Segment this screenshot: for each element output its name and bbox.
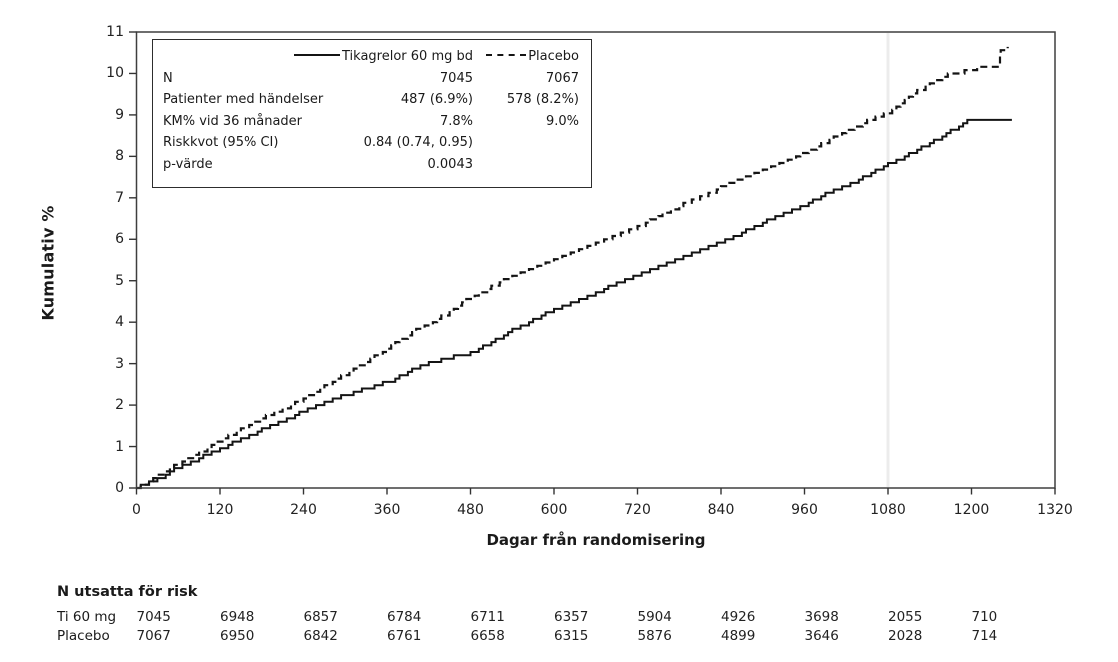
x-tick-label-240: 240 bbox=[290, 502, 317, 518]
dashed-line-swatch bbox=[486, 54, 527, 56]
risk-count-placebo-day1080: 2028 bbox=[888, 627, 923, 644]
risk-count-ti-60-mg-day600: 6357 bbox=[554, 609, 589, 625]
risk-count-placebo-day960: 3646 bbox=[804, 627, 839, 644]
y-tick-label-11: 11 bbox=[106, 24, 124, 40]
risk-count-placebo-day600: 6315 bbox=[554, 627, 589, 644]
y-tick-label-10: 10 bbox=[106, 65, 124, 82]
row-value-b: 9.0% bbox=[545, 113, 579, 129]
solid-line-swatch bbox=[294, 54, 340, 56]
risk-count-placebo-day720: 5876 bbox=[637, 627, 672, 644]
legend-row-hazard-ratio: Riskkvot (95% CI) 0.84 (0.74, 0.95) bbox=[163, 132, 579, 154]
curve-placebo bbox=[136, 46, 1009, 490]
risk-table-title: N utsatta för risk bbox=[57, 584, 198, 600]
legend-stats-box: Tikagrelor 60 mg bd Placebo N 7045 7067 … bbox=[152, 39, 592, 188]
risk-count-placebo-day120: 6950 bbox=[220, 627, 255, 644]
risk-count-placebo-day1200: 714 bbox=[971, 627, 998, 644]
legend-entry-placebo: Placebo bbox=[486, 46, 579, 68]
risk-count-ti-60-mg-day1080: 2055 bbox=[888, 609, 923, 625]
row-value-a: 7.8% bbox=[439, 113, 473, 129]
risk-count-placebo-day840: 4899 bbox=[721, 627, 756, 644]
row-label: N bbox=[163, 70, 173, 86]
legend-row-pvalue: p-värde 0.0043 bbox=[163, 154, 579, 176]
x-tick-label-120: 120 bbox=[206, 502, 234, 518]
row-label: KM% vid 36 månader bbox=[163, 113, 303, 129]
risk-count-ti-60-mg-day840: 4926 bbox=[721, 609, 756, 625]
risk-count-ti-60-mg-day480: 6711 bbox=[470, 609, 505, 625]
legend-row-events: Patienter med händelser 487 (6.9%) 578 (… bbox=[163, 89, 579, 111]
y-tick-label-1: 1 bbox=[115, 438, 124, 455]
y-tick-label-0: 0 bbox=[115, 480, 124, 496]
row-value-a: 0.84 (0.74, 0.95) bbox=[363, 135, 473, 150]
legend-header-row: Tikagrelor 60 mg bd Placebo bbox=[163, 46, 579, 68]
y-tick-label-4: 4 bbox=[115, 314, 124, 331]
risk-count-ti-60-mg-day240: 6857 bbox=[303, 609, 338, 625]
legend-row-km36: KM% vid 36 månader 7.8% 9.0% bbox=[163, 111, 579, 133]
plot-border bbox=[135, 31, 1056, 489]
risk-count-placebo-day0: 7067 bbox=[136, 627, 171, 644]
y-tick-label-6: 6 bbox=[115, 231, 124, 248]
legend-series-b-label: Placebo bbox=[528, 49, 579, 64]
y-tick-label-5: 5 bbox=[115, 272, 124, 289]
legend-entry-tikagrelor: Tikagrelor 60 mg bd bbox=[294, 46, 473, 68]
row-value-a: 487 (6.9%) bbox=[400, 92, 473, 107]
risk-count-ti-60-mg-day960: 3698 bbox=[804, 609, 839, 625]
row-value-b: 578 (8.2%) bbox=[506, 92, 579, 107]
row-label: Riskkvot (95% CI) bbox=[163, 135, 279, 150]
row-value-b: 7067 bbox=[545, 70, 579, 86]
x-tick-label-1080: 1080 bbox=[870, 502, 906, 518]
y-tick-label-8: 8 bbox=[115, 148, 124, 165]
legend-row-n: N 7045 7067 bbox=[163, 68, 579, 90]
x-tick-label-0: 0 bbox=[132, 502, 141, 518]
x-tick-label-1320: 1320 bbox=[1037, 502, 1073, 518]
x-tick-label-960: 960 bbox=[791, 502, 818, 518]
risk-count-ti-60-mg-day1200: 710 bbox=[971, 609, 998, 625]
y-tick-label-7: 7 bbox=[115, 189, 124, 206]
x-tick-label-720: 720 bbox=[624, 502, 651, 518]
risk-count-ti-60-mg-day120: 6948 bbox=[220, 609, 255, 625]
y-tick-label-2: 2 bbox=[115, 397, 124, 414]
x-tick-label-480: 480 bbox=[457, 502, 484, 518]
y-tick-label-3: 3 bbox=[115, 355, 124, 372]
x-tick-label-360: 360 bbox=[373, 502, 401, 518]
legend-series-a-label: Tikagrelor 60 mg bd bbox=[342, 49, 473, 64]
x-axis-title: Dagar från randomisering bbox=[486, 531, 706, 549]
row-label: Patienter med händelser bbox=[163, 92, 324, 107]
x-tick-label-840: 840 bbox=[707, 502, 735, 518]
risk-count-ti-60-mg-day360: 6784 bbox=[387, 609, 422, 625]
risk-row-label-placebo: Placebo bbox=[57, 627, 110, 644]
risk-count-placebo-day480: 6658 bbox=[470, 627, 505, 644]
risk-count-ti-60-mg-day0: 7045 bbox=[136, 609, 171, 625]
risk-count-placebo-day240: 6842 bbox=[303, 627, 338, 644]
curve-tikagrelor-60-mg-bd bbox=[136, 118, 1012, 489]
row-value-a: 7045 bbox=[439, 70, 473, 86]
risk-row-label-ti60: Ti 60 mg bbox=[57, 609, 117, 625]
row-label: p-värde bbox=[163, 156, 213, 172]
row-value-a: 0.0043 bbox=[427, 156, 474, 172]
risk-count-placebo-day360: 6761 bbox=[387, 627, 422, 644]
x-tick-label-600: 600 bbox=[540, 502, 568, 518]
x-tick-label-1200: 1200 bbox=[953, 502, 990, 518]
risk-count-ti-60-mg-day720: 5904 bbox=[637, 609, 672, 625]
y-axis-title: Kumulativ % bbox=[38, 205, 58, 321]
y-tick-label-9: 9 bbox=[115, 106, 124, 123]
